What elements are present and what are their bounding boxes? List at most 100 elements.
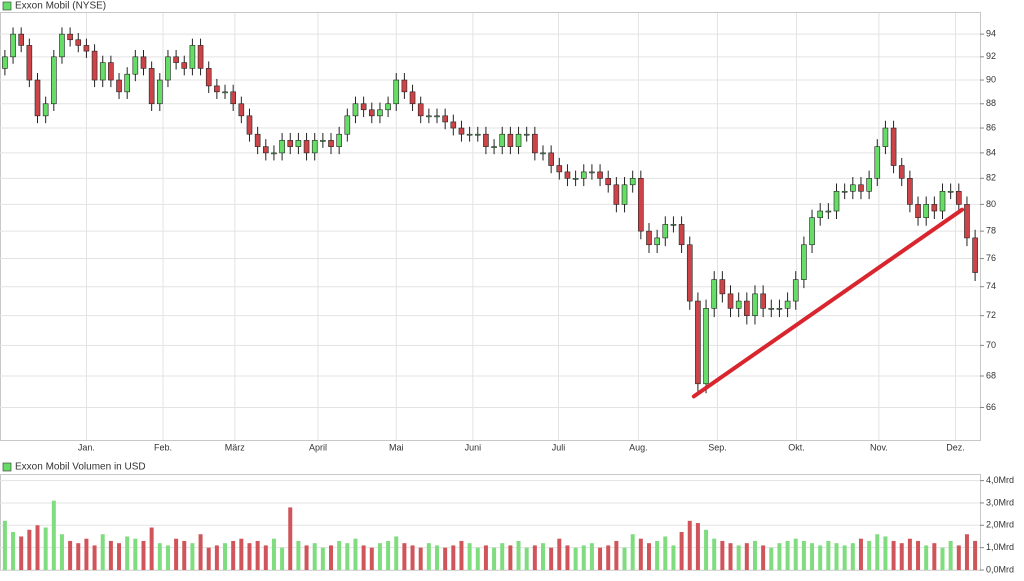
candle-body <box>368 109 375 117</box>
candle-body <box>393 79 400 105</box>
volume-bar <box>801 540 806 570</box>
candle-body <box>915 204 921 218</box>
candle-body <box>540 152 546 155</box>
volume-bar <box>663 536 668 570</box>
candle-body <box>26 45 33 81</box>
volume-bar <box>483 545 488 570</box>
y-tick-label: 94 <box>986 29 996 39</box>
volume-bar <box>394 536 399 570</box>
candle-body <box>621 184 628 205</box>
volume-bar <box>475 547 480 570</box>
candle-body <box>898 165 905 179</box>
x-tick-label: Sep. <box>708 442 727 452</box>
volume-bar <box>752 540 757 570</box>
candle-body <box>956 190 962 205</box>
y-tick-label: 86 <box>986 122 996 132</box>
x-tick-label: Okt. <box>788 442 805 452</box>
volume-bar <box>614 540 619 570</box>
candle-body <box>964 204 970 239</box>
candle-body <box>678 224 685 246</box>
candle-body <box>214 85 220 93</box>
candle-body <box>197 45 204 69</box>
candle-body <box>458 127 465 135</box>
volume-bar <box>304 545 309 570</box>
volume-bar <box>565 545 570 570</box>
volume-bar <box>157 543 162 570</box>
volume-bar <box>296 540 301 570</box>
x-tick-label: März <box>225 442 245 452</box>
volume-bar <box>141 540 146 570</box>
candle-body <box>336 133 342 147</box>
volume-bar <box>679 532 684 570</box>
volume-bar <box>899 543 904 570</box>
volume-bar <box>818 545 823 570</box>
y-tick-label: 92 <box>986 51 996 61</box>
x-tick-label: Dez. <box>946 442 965 452</box>
candle-body <box>352 103 359 117</box>
candle-body <box>426 115 432 118</box>
candle-body <box>776 308 783 310</box>
x-tick-label: Feb. <box>154 442 172 452</box>
y-tick-label: 84 <box>986 147 996 157</box>
volume-bar <box>500 543 505 570</box>
volume-bar <box>973 540 978 570</box>
volume-bar <box>386 540 391 570</box>
volume-bar <box>834 543 839 570</box>
candle-body <box>532 133 538 154</box>
candle-body <box>711 279 718 309</box>
candle-body <box>279 140 285 154</box>
candle-body <box>75 39 82 46</box>
volume-bar <box>842 545 847 570</box>
candle-body <box>768 308 775 310</box>
candle-body <box>124 73 130 93</box>
candle-body <box>719 279 726 295</box>
candle-body <box>744 300 750 316</box>
volume-bar <box>329 545 334 570</box>
volume-bar <box>377 543 382 570</box>
candle-body <box>613 184 620 205</box>
candle-body <box>320 140 326 142</box>
volume-bar <box>712 538 717 570</box>
candle-body <box>205 68 212 87</box>
candle-body <box>34 79 41 117</box>
candle-body <box>638 178 644 232</box>
volume-bar <box>606 545 611 570</box>
volume-bar <box>337 540 342 570</box>
volume-bar <box>622 547 627 570</box>
volume-bar <box>875 534 880 570</box>
candle-body <box>931 204 938 212</box>
volume-bar <box>589 543 594 570</box>
volume-bar <box>402 543 407 570</box>
volume-bar <box>345 543 350 570</box>
candle-body <box>972 237 978 273</box>
volume-bar <box>165 545 170 570</box>
volume-bar <box>443 547 448 570</box>
volume-bar <box>508 545 513 570</box>
chart-title: Exxon Mobil Volumen in USD <box>15 462 146 473</box>
candle-body <box>760 293 766 309</box>
volume-bar <box>492 547 497 570</box>
volume-bar <box>850 543 855 570</box>
volume-bar <box>940 547 945 570</box>
candle-body <box>189 45 196 69</box>
volume-bar <box>133 538 138 570</box>
volume-bar <box>27 529 32 570</box>
y-tick-label: 68 <box>986 370 996 380</box>
volume-bar <box>108 540 113 570</box>
candle-body <box>572 178 579 180</box>
x-tick-label: Mai <box>389 442 404 452</box>
volume-bar <box>59 534 64 570</box>
x-tick-label: Nov. <box>870 442 888 452</box>
candle-body <box>548 152 554 166</box>
candle-body <box>923 204 929 218</box>
volume-bar <box>280 547 285 570</box>
y-tick-label: 78 <box>986 226 996 236</box>
volume-bar <box>932 543 937 570</box>
volume-bar <box>581 545 586 570</box>
candle-body <box>238 103 245 117</box>
candle-body <box>662 224 669 239</box>
volume-bar <box>907 538 912 570</box>
volume-bar <box>459 540 464 570</box>
volume-bar <box>435 545 440 570</box>
